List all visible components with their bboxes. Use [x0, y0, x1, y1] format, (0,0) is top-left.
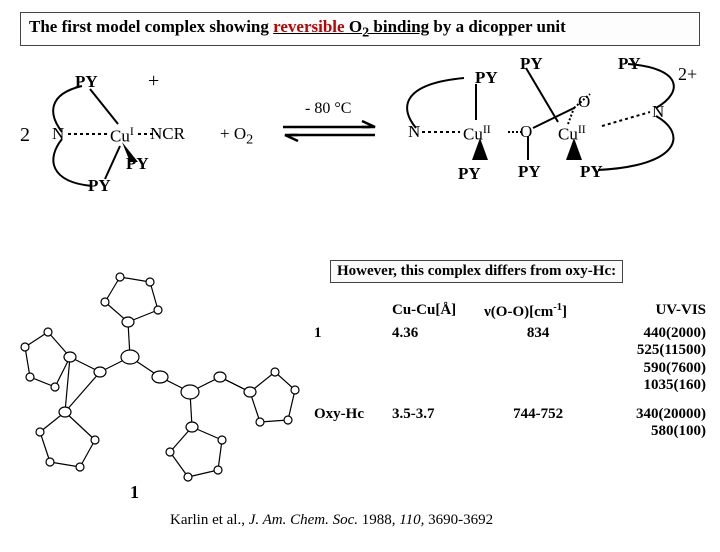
- table-row: 1 4.36 834 440(2000) 525(11500) 590(7600…: [310, 323, 710, 396]
- title-prefix: The first model complex showing: [29, 17, 273, 36]
- differs-text: However, this complex differs from oxy-H…: [337, 263, 616, 279]
- col-cucu: Cu-Cu[Å]: [388, 300, 480, 323]
- row2-label: Oxy-Hc: [310, 404, 388, 443]
- right-complex-svg: [398, 54, 698, 204]
- row1-v: 834: [480, 323, 596, 396]
- title-binding: binding: [369, 17, 429, 36]
- row2-v: 744-752: [480, 404, 596, 443]
- citation-pages: 3690-3692: [424, 512, 493, 528]
- citation-authors: Karlin et al.,: [170, 512, 249, 528]
- table-row: Oxy-Hc 3.5-3.7 744-752 340(20000) 580(10…: [310, 404, 710, 443]
- left-complex-svg: [40, 64, 200, 204]
- xray-structure: 1: [10, 262, 310, 492]
- col-uvvis: UV-VIS: [596, 300, 710, 323]
- citation-journal: J. Am. Chem. Soc.: [249, 512, 358, 528]
- citation: Karlin et al., J. Am. Chem. Soc. 1988, 1…: [170, 512, 493, 529]
- citation-vol: 110,: [399, 512, 424, 528]
- row1-d: 4.36: [388, 323, 480, 396]
- reaction-scheme: 2 PY N CuI PY NCR + PY + O2 - 80 °C 2+ P…: [20, 54, 700, 214]
- row1-uv: 440(2000) 525(11500) 590(7600) 1035(160): [596, 323, 710, 396]
- temp-label: - 80 °C: [305, 100, 351, 118]
- citation-year: 1988,: [358, 512, 399, 528]
- plus-o2: + O2: [220, 124, 253, 148]
- title-bar: The first model complex showing reversib…: [20, 12, 700, 46]
- col-voo: ν(O-O)[cm-1]: [480, 300, 596, 323]
- table-header-row: Cu-Cu[Å] ν(O-O)[cm-1] UV-VIS: [310, 300, 710, 323]
- xray-label-1: 1: [130, 482, 139, 503]
- differs-box: However, this complex differs from oxy-H…: [330, 260, 623, 283]
- comparison-table: Cu-Cu[Å] ν(O-O)[cm-1] UV-VIS 1 4.36 834 …: [310, 300, 710, 443]
- row1-label: 1: [310, 323, 388, 396]
- title-suffix: by a dicopper unit: [429, 17, 566, 36]
- title-reversible: reversible: [273, 17, 344, 36]
- row2-uv: 340(20000) 580(100): [596, 404, 710, 443]
- row2-d: 3.5-3.7: [388, 404, 480, 443]
- coeff-2: 2: [20, 124, 30, 147]
- title-o2: O: [345, 17, 362, 36]
